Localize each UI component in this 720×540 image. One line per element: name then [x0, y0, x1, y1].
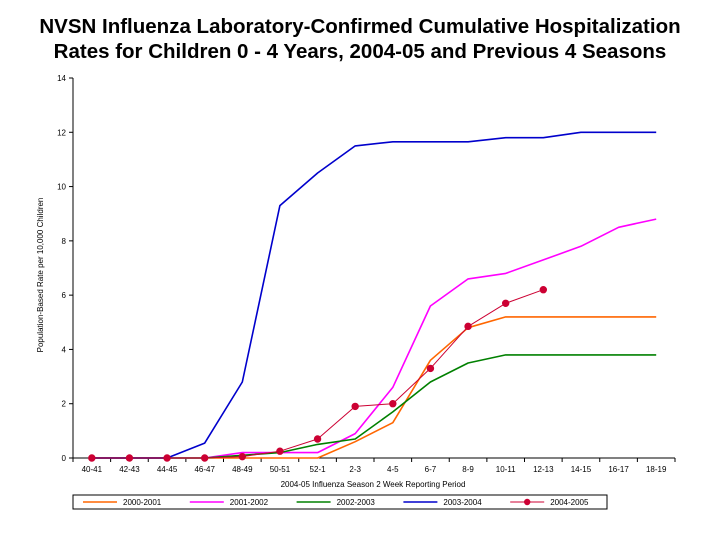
data-point-2004-2005: [389, 400, 397, 408]
x-tick-label: 42-43: [119, 465, 140, 474]
x-tick-label: 2-3: [349, 465, 361, 474]
data-point-2004-2005: [200, 454, 209, 462]
data-point-2004-2005: [238, 452, 247, 461]
chart-title-line-1: NVSN Influenza Laboratory-Confirmed Cumu…: [39, 15, 681, 38]
x-axis-label: 2004-05 Influenza Season 2 Week Reportin…: [281, 480, 466, 489]
x-tick-label: 14-15: [571, 465, 592, 474]
legend-entry-label: 2003-2004: [443, 498, 482, 507]
x-tick-label: 16-17: [608, 465, 629, 474]
y-axis-label: Population-Based Rate per 10,000 Childre…: [36, 198, 45, 353]
data-point-2004-2005: [539, 286, 548, 294]
x-tick-label: 12-13: [533, 465, 554, 474]
data-point-2004-2005: [276, 447, 284, 455]
data-point-2004-2005: [163, 454, 171, 462]
x-tick-label: 18-19: [646, 465, 667, 474]
x-tick-label: 8-9: [462, 465, 474, 474]
x-tick-label: 46-47: [194, 465, 215, 474]
series-line-2001-2002: [91, 218, 657, 459]
chart-title-line-2: Rates for Children 0 - 4 Years, 2004-05 …: [53, 40, 667, 63]
series-lines: [88, 131, 657, 462]
x-tick-label: 4-5: [387, 465, 399, 474]
x-tick-label: 6-7: [425, 465, 437, 474]
legend-box: [72, 494, 608, 510]
y-tick-label: 4: [62, 345, 67, 354]
data-point-2004-2005: [125, 454, 134, 462]
legend-entry-label: 2001-2002: [230, 498, 269, 507]
data-point-2004-2005: [313, 435, 322, 443]
x-tick-label: 48-49: [232, 465, 253, 474]
axes: 0 2 4 6 8 10 12 14 40-41 42-43 44-45 46-47 48-49 50-5…: [57, 74, 676, 474]
legend-entry-label: 2000-2001: [123, 498, 162, 507]
x-tick-label: 50-51: [270, 465, 291, 474]
y-tick-label: 0: [62, 454, 67, 463]
x-tick-label: 40-41: [82, 465, 103, 474]
data-point-2004-2005: [464, 322, 472, 331]
x-tick-label: 44-45: [157, 465, 178, 474]
chart-title: NVSN Influenza Laboratory-Confirmed Cumu…: [0, 14, 720, 64]
series-line-2003-2004: [91, 131, 657, 459]
y-tick-label: 10: [57, 183, 66, 192]
data-point-2004-2005: [88, 454, 96, 462]
y-tick-label: 2: [62, 400, 67, 409]
y-tick-label: 12: [57, 128, 66, 137]
series-line-2004-2005: [91, 289, 544, 459]
series-line-2002-2003: [91, 354, 657, 459]
data-point-2004-2005: [351, 402, 359, 411]
y-tick-label: 6: [62, 291, 67, 300]
data-point-2004-2005: [426, 364, 435, 373]
legend-marker: [524, 498, 531, 506]
y-tick-label: 14: [57, 74, 66, 83]
x-tick-label: 10-11: [496, 465, 516, 474]
data-point-2004-2005: [501, 299, 510, 307]
y-tick-label: 8: [62, 237, 67, 246]
series-line-2000-2001: [91, 316, 657, 459]
legend-entry-label: 2002-2003: [337, 498, 376, 507]
legend: 2000-2001 2001-2002 2002-2003 2003-2004 2004…: [72, 494, 608, 510]
legend-entry-label: 2004-2005: [550, 498, 589, 507]
x-tick-label: 52-1: [310, 465, 327, 474]
